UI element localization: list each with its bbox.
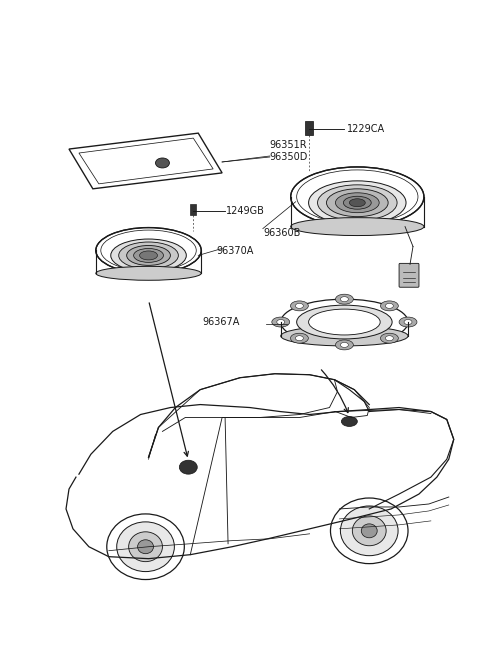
Ellipse shape xyxy=(341,417,357,426)
Ellipse shape xyxy=(336,294,353,304)
Ellipse shape xyxy=(138,540,154,554)
Ellipse shape xyxy=(295,304,303,308)
Bar xyxy=(305,121,312,135)
Ellipse shape xyxy=(343,196,371,209)
Ellipse shape xyxy=(96,266,201,281)
Text: 96351R
96350D: 96351R 96350D xyxy=(270,140,308,162)
Ellipse shape xyxy=(340,297,348,302)
Ellipse shape xyxy=(277,319,285,325)
Ellipse shape xyxy=(399,317,417,327)
Ellipse shape xyxy=(127,246,170,265)
Ellipse shape xyxy=(281,326,408,346)
Ellipse shape xyxy=(385,304,394,308)
Ellipse shape xyxy=(117,522,174,572)
Ellipse shape xyxy=(318,185,397,221)
Ellipse shape xyxy=(290,301,308,311)
Ellipse shape xyxy=(309,181,406,225)
Text: 96367A: 96367A xyxy=(203,317,240,327)
Ellipse shape xyxy=(340,506,398,556)
Ellipse shape xyxy=(291,167,424,227)
Ellipse shape xyxy=(140,251,157,260)
Ellipse shape xyxy=(180,461,197,474)
Ellipse shape xyxy=(381,301,398,311)
Ellipse shape xyxy=(361,524,377,538)
Text: 96360B: 96360B xyxy=(264,227,301,238)
Ellipse shape xyxy=(297,305,392,339)
FancyBboxPatch shape xyxy=(399,263,419,287)
Ellipse shape xyxy=(107,514,184,579)
Polygon shape xyxy=(69,133,222,189)
Ellipse shape xyxy=(156,158,169,168)
Ellipse shape xyxy=(404,319,412,325)
Ellipse shape xyxy=(133,248,164,262)
Ellipse shape xyxy=(326,189,388,217)
Ellipse shape xyxy=(330,498,408,564)
Ellipse shape xyxy=(281,299,408,345)
Ellipse shape xyxy=(381,333,398,343)
Ellipse shape xyxy=(119,242,179,269)
Ellipse shape xyxy=(336,193,379,213)
Text: 1249GB: 1249GB xyxy=(226,206,265,215)
Ellipse shape xyxy=(272,317,290,327)
Ellipse shape xyxy=(291,217,424,236)
Text: 96370A: 96370A xyxy=(216,246,253,256)
Ellipse shape xyxy=(336,340,353,350)
Ellipse shape xyxy=(96,227,201,273)
Ellipse shape xyxy=(340,342,348,348)
Ellipse shape xyxy=(309,309,380,335)
Ellipse shape xyxy=(349,199,365,207)
Ellipse shape xyxy=(385,336,394,341)
Ellipse shape xyxy=(111,239,186,272)
Ellipse shape xyxy=(295,336,303,341)
Ellipse shape xyxy=(352,516,386,546)
Text: 1229CA: 1229CA xyxy=(348,124,385,134)
Bar xyxy=(190,204,196,215)
Ellipse shape xyxy=(290,333,308,343)
Ellipse shape xyxy=(129,532,162,562)
